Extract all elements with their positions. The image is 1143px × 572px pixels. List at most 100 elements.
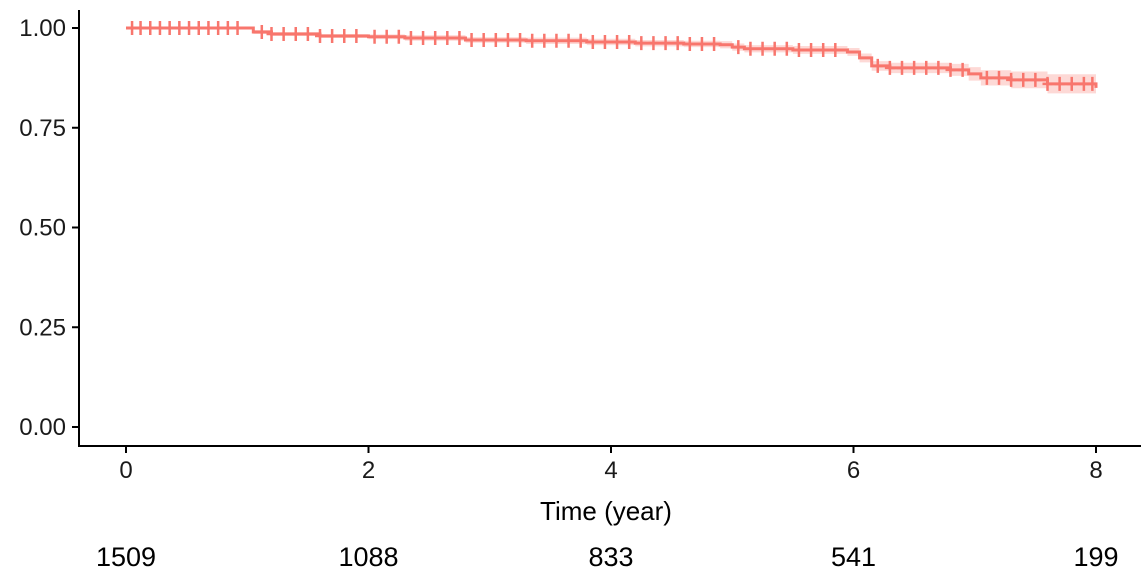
censor-mark xyxy=(184,21,195,35)
censor-mark xyxy=(315,28,325,43)
censor-mark xyxy=(872,58,883,73)
censor-mark xyxy=(369,29,380,44)
censor-mark xyxy=(806,42,817,57)
censor-mark xyxy=(818,42,829,57)
censor-mark xyxy=(696,36,707,51)
censor-mark xyxy=(624,34,635,49)
censor-mark xyxy=(302,26,313,41)
censor-mark xyxy=(830,42,841,57)
censor-mark xyxy=(672,36,683,51)
censor-mark xyxy=(1030,72,1041,87)
censor-mark xyxy=(405,30,416,45)
censor-mark xyxy=(127,21,138,35)
risk-table: 1509 1088 833 541 199 xyxy=(96,542,1119,572)
x-tick-label: 0 xyxy=(119,457,132,484)
censor-mark xyxy=(393,29,404,44)
censor-mark xyxy=(278,26,289,41)
x-tick-label: 6 xyxy=(847,457,860,484)
y-ticks-layer: 0.00 0.25 0.50 0.75 1.00 xyxy=(19,15,79,441)
risk-count: 199 xyxy=(1073,542,1118,572)
censor-mark xyxy=(339,28,350,43)
censor-mark xyxy=(1066,76,1077,91)
risk-count: 541 xyxy=(831,542,876,572)
censor-mark xyxy=(1078,76,1089,91)
censor-mark xyxy=(684,36,695,51)
censor-mark xyxy=(1006,72,1017,87)
censor-mark xyxy=(256,24,267,39)
censor-mark xyxy=(884,60,895,75)
censor-mark xyxy=(1042,76,1053,91)
x-tick-label: 4 xyxy=(604,457,617,484)
censor-mark xyxy=(145,21,156,35)
censor-mark xyxy=(290,26,301,41)
censor-mark xyxy=(1087,76,1098,91)
censor-mark xyxy=(551,33,562,48)
censor-mark xyxy=(981,70,992,85)
censor-mark xyxy=(381,29,392,44)
censor-mark xyxy=(599,34,610,49)
censor-mark xyxy=(430,30,441,45)
x-tick-label: 2 xyxy=(362,457,375,484)
y-tick-label: 0.75 xyxy=(19,115,66,142)
censor-mark xyxy=(757,41,768,56)
y-tick-label: 0.00 xyxy=(19,414,66,441)
y-tick-label: 0.25 xyxy=(19,314,66,341)
censor-mark xyxy=(515,32,526,47)
censor-marks-layer xyxy=(127,21,1098,91)
censor-mark xyxy=(490,32,501,47)
y-tick-label: 1.00 xyxy=(19,15,66,42)
censor-mark xyxy=(612,34,623,49)
censor-mark xyxy=(994,70,1004,85)
censor-mark xyxy=(135,21,146,35)
censor-mark xyxy=(648,36,659,51)
censor-mark xyxy=(442,30,453,45)
censor-mark xyxy=(351,28,362,43)
censor-mark xyxy=(466,32,477,47)
risk-count: 1088 xyxy=(338,542,398,572)
y-tick-label: 0.50 xyxy=(19,215,66,242)
censor-mark xyxy=(733,40,744,55)
censor-mark xyxy=(793,42,804,57)
censor-mark xyxy=(327,28,338,43)
censor-mark xyxy=(745,41,756,56)
censor-mark xyxy=(174,21,185,35)
censor-mark xyxy=(213,21,224,35)
censor-mark xyxy=(636,36,647,51)
x-axis-title: Time (year) xyxy=(540,496,672,526)
survival-line-layer xyxy=(126,26,1098,88)
censor-mark xyxy=(454,30,465,45)
censor-mark xyxy=(1018,72,1029,87)
censor-mark xyxy=(478,32,489,47)
censor-mark xyxy=(933,60,944,75)
risk-count: 833 xyxy=(588,542,633,572)
censor-mark xyxy=(527,33,538,48)
censor-mark xyxy=(418,30,429,45)
censor-mark xyxy=(203,21,214,35)
censor-mark xyxy=(232,21,243,35)
censor-mark xyxy=(897,60,907,75)
censor-mark xyxy=(957,62,968,77)
censor-mark xyxy=(575,33,586,48)
censor-mark xyxy=(587,34,598,49)
censor-mark xyxy=(563,33,574,48)
censor-mark xyxy=(909,60,920,75)
censor-mark xyxy=(921,60,932,75)
censor-mark xyxy=(222,21,233,35)
censor-mark xyxy=(769,41,780,56)
censor-mark xyxy=(193,21,204,35)
risk-count: 1509 xyxy=(96,542,156,572)
censor-mark xyxy=(781,41,792,56)
survival-line xyxy=(126,26,1098,88)
censor-mark xyxy=(154,21,165,35)
censor-mark xyxy=(164,21,175,35)
censor-mark xyxy=(1054,76,1065,91)
censor-mark xyxy=(539,33,550,48)
x-ticks-layer: 0 2 4 6 8 xyxy=(119,446,1103,484)
censor-mark xyxy=(266,26,277,41)
censor-mark xyxy=(709,36,720,51)
x-tick-label: 8 xyxy=(1089,457,1102,484)
censor-mark xyxy=(502,32,513,47)
censor-mark xyxy=(660,36,671,51)
censor-mark xyxy=(945,62,956,77)
